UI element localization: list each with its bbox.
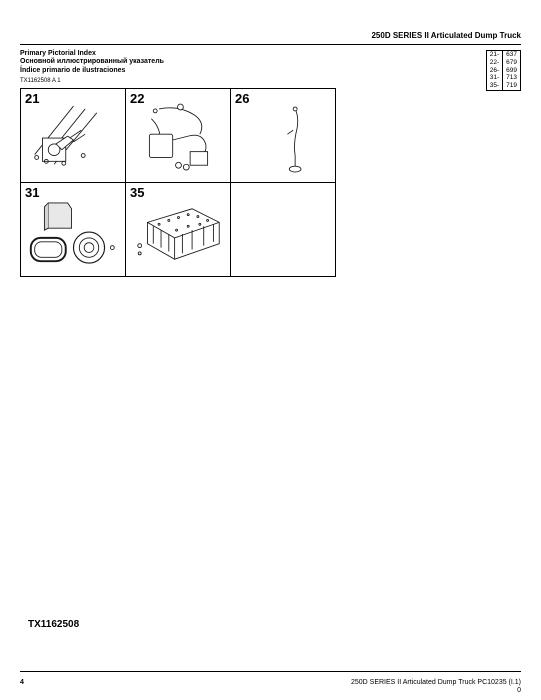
diagram-22-icon (130, 101, 227, 179)
pictorial-cell-26: 26 (231, 89, 336, 183)
pictorial-cell-35: 35 (126, 183, 231, 277)
section-cell: 26- (486, 67, 502, 75)
table-row: 26-699 (486, 67, 520, 75)
reference-code: TX1162508 A 1 (20, 78, 61, 84)
page-cell: 679 (503, 59, 521, 67)
table-row: 31-713 (486, 74, 520, 82)
page-cell: 719 (503, 82, 521, 90)
table-row: 22-679 (486, 59, 520, 67)
page-cell: 637 (503, 51, 521, 59)
section-cell: 22- (486, 59, 502, 67)
title-ru: Основной иллюстрированный указатель (20, 58, 164, 66)
diagram-26-icon (235, 101, 332, 179)
footer-right: 250D SERIES II Articulated Dump Truck PC… (351, 679, 521, 686)
diagram-21-icon (25, 101, 122, 179)
pictorial-cell-21: 21 (21, 89, 126, 183)
diagram-31-icon (25, 195, 122, 273)
pictorial-cell-31: 31 (21, 183, 126, 277)
title-es: Índice primario de ilustraciones (20, 67, 164, 75)
table-row: 21-637 (486, 51, 520, 59)
title-block: Primary Pictorial Index Основной иллюстр… (20, 50, 164, 75)
page-cell: 713 (503, 74, 521, 82)
footer-rule (20, 671, 521, 672)
page-cell: 699 (503, 67, 521, 75)
section-cell: 31- (486, 74, 502, 82)
product-title: 250D SERIES II Articulated Dump Truck (371, 31, 521, 40)
pictorial-cell-22: 22 (126, 89, 231, 183)
pictorial-grid: 21 22 (20, 88, 336, 277)
header-rule (20, 44, 521, 45)
section-cell: 35- (486, 82, 502, 90)
diagram-35-icon (130, 195, 227, 273)
page-number: 4 (20, 679, 24, 686)
tx-label: TX1162508 (28, 619, 79, 630)
footer-sub: 0 (517, 687, 521, 694)
table-row: 35-719 (486, 82, 520, 90)
pictorial-cell-empty (231, 183, 336, 277)
index-table: 21-637 22-679 26-699 31-713 35-719 (486, 50, 521, 91)
footer-row: 4 250D SERIES II Articulated Dump Truck … (20, 679, 521, 686)
section-cell: 21- (486, 51, 502, 59)
